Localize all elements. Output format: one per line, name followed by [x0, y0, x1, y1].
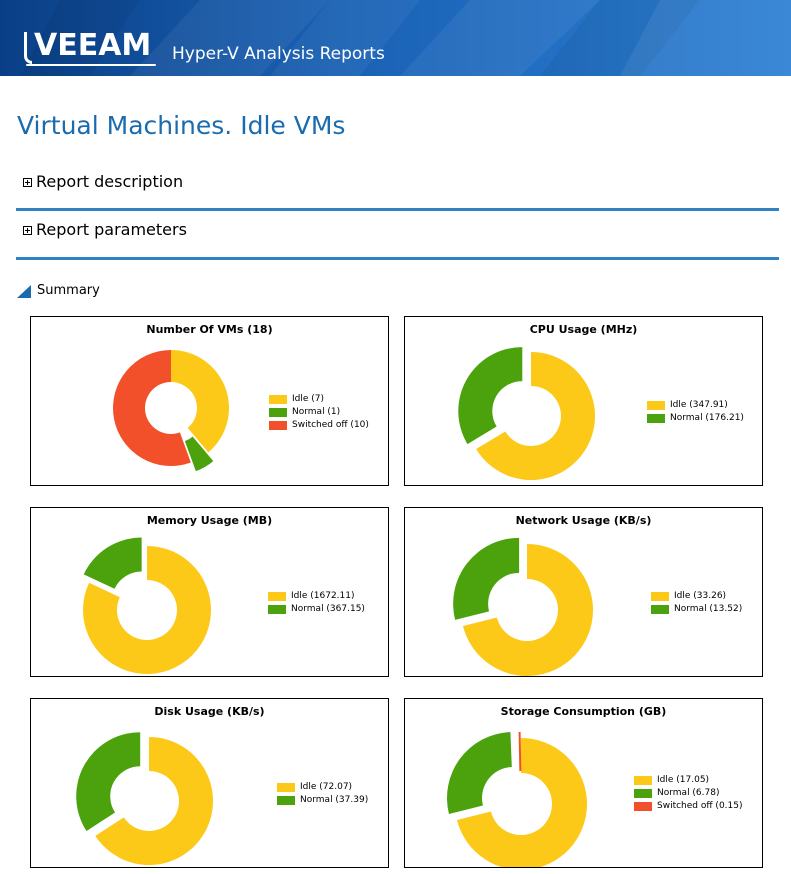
legend-label: Idle (33.26): [674, 591, 727, 601]
legend-label: Idle (17.05): [657, 775, 710, 785]
legend-swatch: [269, 408, 287, 417]
legend-swatch: [277, 783, 295, 792]
donut-slice-switched-off: [518, 731, 522, 772]
legend-entry: Switched off (10): [269, 419, 369, 432]
section-label: Report parameters: [36, 220, 187, 239]
legend-swatch: [651, 592, 669, 601]
legend-entry: Normal (176.21): [647, 412, 744, 425]
legend-entry: Normal (37.39): [277, 794, 368, 807]
legend-label: Normal (176.21): [670, 413, 744, 423]
legend-entry: Normal (13.52): [651, 603, 742, 616]
chart-legend: Idle (1672.11) Normal (367.15): [268, 590, 365, 616]
donut-slice-idle: [476, 352, 596, 480]
section-divider: [16, 257, 779, 260]
donut-slice-idle: [462, 544, 593, 676]
donut-slice-idle: [82, 546, 211, 674]
chart-title: Disk Usage (KB/s): [154, 705, 265, 718]
chart-title: Network Usage (KB/s): [515, 514, 652, 527]
chart-legend: Idle (33.26) Normal (13.52): [651, 590, 742, 616]
summary-heading: Summary: [17, 282, 100, 300]
header-banner: VEEAM Hyper-V Analysis Reports: [0, 0, 791, 76]
donut-slice-normal: [184, 436, 214, 472]
legend-label: Idle (72.07): [300, 782, 353, 792]
chart-title: CPU Usage (MHz): [529, 323, 638, 336]
legend-label: Normal (37.39): [300, 795, 369, 805]
expand-plus-icon[interactable]: [23, 225, 32, 235]
donut-chart: [458, 347, 596, 480]
legend-entry: Switched off (0.15): [634, 800, 743, 813]
chart-panel-memory-usage: Memory Usage (MB) Idle (1672.11) Normal (…: [30, 507, 389, 677]
legend-label: Normal (13.52): [674, 604, 743, 614]
legend-entry: Normal (1): [269, 406, 369, 419]
legend-entry: Idle (7): [269, 393, 369, 406]
legend-label: Idle (1672.11): [291, 591, 355, 601]
donut-chart: [112, 350, 229, 472]
donut-slice-normal: [83, 537, 142, 589]
donut-slice-normal: [76, 732, 141, 832]
legend-swatch: [268, 592, 286, 601]
legend-entry: Normal (367.15): [268, 603, 365, 616]
chart-title: Number Of VMs (18): [146, 323, 273, 336]
page-title: Virtual Machines. Idle VMs: [17, 111, 346, 140]
legend-swatch: [647, 414, 665, 423]
legend-entry: Normal (6.78): [634, 787, 743, 800]
donut-chart: [446, 731, 587, 867]
logo-underline: [26, 64, 156, 66]
legend-entry: Idle (72.07): [277, 781, 368, 794]
chart-panel-cpu-usage: CPU Usage (MHz) Idle (347.91) Normal (176…: [404, 316, 763, 486]
legend-entry: Idle (347.91): [647, 399, 744, 412]
legend-swatch: [268, 605, 286, 614]
donut-slice-normal: [453, 537, 520, 620]
legend-label: Idle (7): [292, 394, 325, 404]
summary-triangle-icon: [17, 284, 31, 298]
expand-plus-icon[interactable]: [23, 177, 32, 187]
chart-title: Memory Usage (MB): [146, 514, 273, 527]
logo-text: VEEAM: [34, 28, 152, 63]
donut-chart: [82, 537, 211, 674]
chart-legend: Idle (72.07) Normal (37.39): [277, 781, 368, 807]
section-report-parameters[interactable]: Report parameters: [23, 219, 187, 241]
legend-label: Normal (6.78): [657, 788, 720, 798]
logo-bracket-icon: [24, 32, 32, 64]
chart-legend: Idle (347.91) Normal (176.21): [647, 399, 744, 425]
summary-label: Summary: [37, 283, 100, 298]
legend-swatch: [647, 401, 665, 410]
chart-panel-disk-usage: Disk Usage (KB/s) Idle (72.07) Normal (37…: [30, 698, 389, 868]
legend-entry: Idle (17.05): [634, 774, 743, 787]
legend-swatch: [651, 605, 669, 614]
donut-slice-switched-off: [112, 350, 191, 466]
legend-swatch: [634, 776, 652, 785]
chart-panel-storage-consumption: Storage Consumption (GB) Idle (17.05) Nor…: [404, 698, 763, 868]
donut-slice-idle: [95, 737, 214, 865]
legend-swatch: [269, 395, 287, 404]
banner-decoration: [20, 0, 791, 76]
legend-entry: Idle (1672.11): [268, 590, 365, 603]
section-report-description[interactable]: Report description: [23, 171, 183, 193]
donut-slice-normal: [446, 732, 512, 815]
donut-chart: [76, 732, 214, 865]
chart-panel-number-of-vms: Number Of VMs (18) Idle (7) Normal (1) Swi…: [30, 316, 389, 486]
legend-swatch: [277, 796, 295, 805]
legend-label: Switched off (0.15): [657, 801, 743, 811]
section-label: Report description: [36, 172, 184, 191]
app-title: Hyper-V Analysis Reports: [172, 44, 385, 64]
chart-legend: Idle (17.05) Normal (6.78) Switched off (0…: [634, 774, 743, 813]
donut-slice-idle: [171, 350, 229, 453]
legend-entry: Idle (33.26): [651, 590, 742, 603]
legend-label: Normal (367.15): [291, 604, 365, 614]
legend-label: Idle (347.91): [670, 400, 728, 410]
section-divider: [16, 208, 779, 211]
donut-slice-idle: [456, 738, 587, 867]
legend-swatch: [269, 421, 287, 430]
chart-legend: Idle (7) Normal (1) Switched off (10): [269, 393, 369, 432]
donut-slice-normal: [458, 347, 523, 445]
chart-title: Storage Consumption (GB): [500, 705, 667, 718]
chart-panel-network-usage: Network Usage (KB/s) Idle (33.26) Normal …: [404, 507, 763, 677]
veeam-logo: VEEAM: [24, 28, 158, 66]
legend-label: Switched off (10): [292, 420, 369, 430]
legend-swatch: [634, 789, 652, 798]
donut-chart: [453, 537, 593, 676]
legend-swatch: [634, 802, 652, 811]
legend-label: Normal (1): [292, 407, 341, 417]
